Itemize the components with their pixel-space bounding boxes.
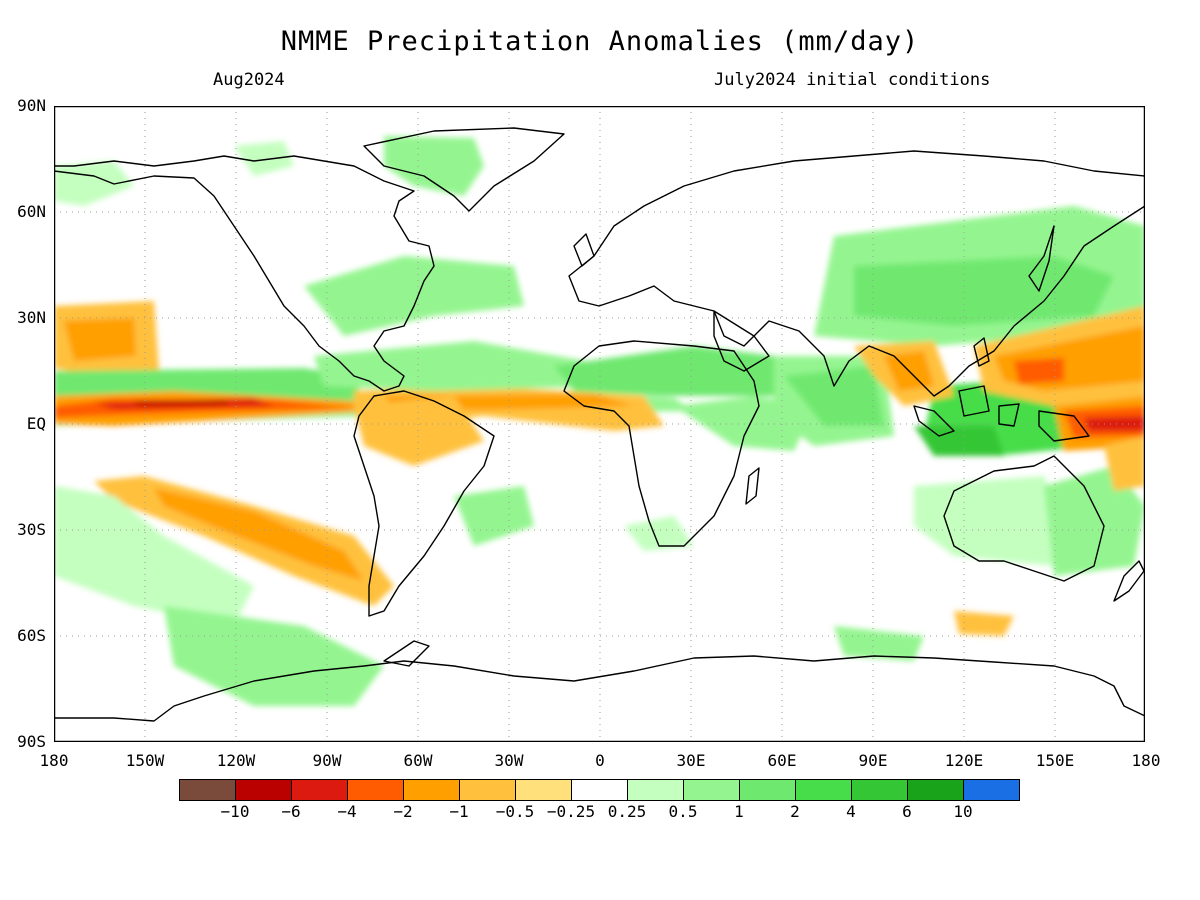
coastlines (54, 127, 1145, 722)
lon-label-30e: 30E (676, 751, 706, 770)
legend-label-2: −6 (281, 802, 301, 821)
legend-swatch-1 (179, 779, 236, 801)
lon-label-90w: 90W (312, 751, 342, 770)
lon-label-120w: 120W (216, 751, 256, 770)
legend-swatch-10 (683, 779, 740, 801)
lon-label-60e: 60E (767, 751, 797, 770)
lat-label-30n: 30N (17, 308, 46, 327)
legend-swatch-6 (459, 779, 516, 801)
lon-label-0: 0 (595, 751, 605, 770)
lon-label-180w: 180 (39, 751, 69, 770)
legend-swatch-8 (571, 779, 628, 801)
legend-label-14: 10 (953, 802, 973, 821)
legend-swatch-13 (851, 779, 908, 801)
lat-label-60s: 60S (17, 626, 46, 645)
legend-swatch-2 (235, 779, 292, 801)
legend-swatch-7 (515, 779, 572, 801)
lat-label-30s: 30S (17, 520, 46, 539)
lat-label-eq: EQ (26, 414, 46, 433)
lon-label-30w: 30W (494, 751, 524, 770)
legend-label-13: 6 (902, 802, 912, 821)
legend-swatch-3 (291, 779, 348, 801)
legend-label-6: −0.5 (495, 802, 535, 821)
lon-label-180e: 180 (1131, 751, 1161, 770)
legend-swatch-11 (739, 779, 796, 801)
legend-swatch-9 (627, 779, 684, 801)
map-frame (54, 106, 1145, 742)
legend-label-8: 0.25 (607, 802, 647, 821)
lon-label-120e: 120E (944, 751, 984, 770)
legend-label-3: −4 (337, 802, 357, 821)
legend-label-7: −0.25 (546, 802, 596, 821)
color-legend (179, 779, 1020, 801)
legend-label-1: −10 (220, 802, 250, 821)
lon-label-90e: 90E (858, 751, 888, 770)
lon-label-60w: 60W (403, 751, 433, 770)
legend-swatch-12 (795, 779, 852, 801)
legend-label-11: 2 (790, 802, 800, 821)
anomaly-shading (54, 136, 1145, 706)
lat-label-90n: 90N (17, 96, 46, 115)
legend-swatch-14 (907, 779, 964, 801)
legend-swatch-4 (347, 779, 404, 801)
initial-conditions: July2024 initial conditions (714, 70, 991, 90)
lon-label-150w: 150W (125, 751, 165, 770)
forecast-month: Aug2024 (213, 70, 285, 90)
anomaly-map (54, 106, 1145, 742)
map-title: NMME Precipitation Anomalies (mm/day) (280, 26, 920, 57)
legend-label-5: −1 (449, 802, 469, 821)
lat-label-60n: 60N (17, 202, 46, 221)
legend-swatch-5 (403, 779, 460, 801)
legend-label-4: −2 (393, 802, 413, 821)
graticule (54, 106, 1145, 742)
legend-label-10: 1 (734, 802, 744, 821)
lon-label-150e: 150E (1035, 751, 1075, 770)
legend-label-12: 4 (846, 802, 856, 821)
legend-label-9: 0.5 (668, 802, 698, 821)
legend-swatch-15 (963, 779, 1020, 801)
lat-label-90s: 90S (17, 732, 46, 751)
